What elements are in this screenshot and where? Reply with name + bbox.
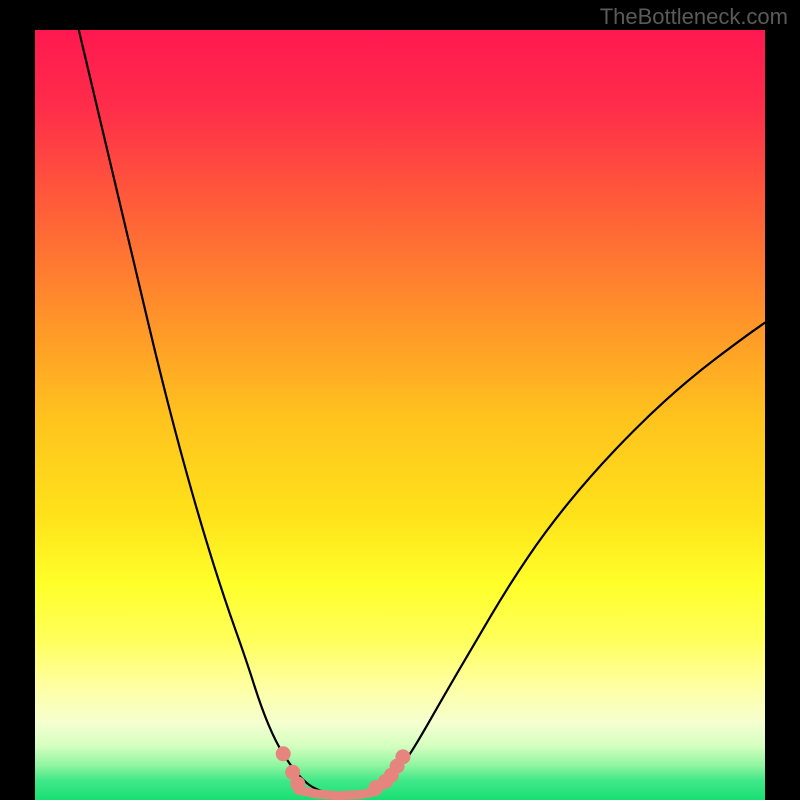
marker-dot — [395, 749, 410, 764]
plot-gradient-background — [35, 30, 765, 800]
bottleneck-chart — [0, 0, 800, 800]
chart-container: TheBottleneck.com — [0, 0, 800, 800]
marker-dot — [290, 776, 305, 791]
marker-dot — [276, 746, 291, 761]
